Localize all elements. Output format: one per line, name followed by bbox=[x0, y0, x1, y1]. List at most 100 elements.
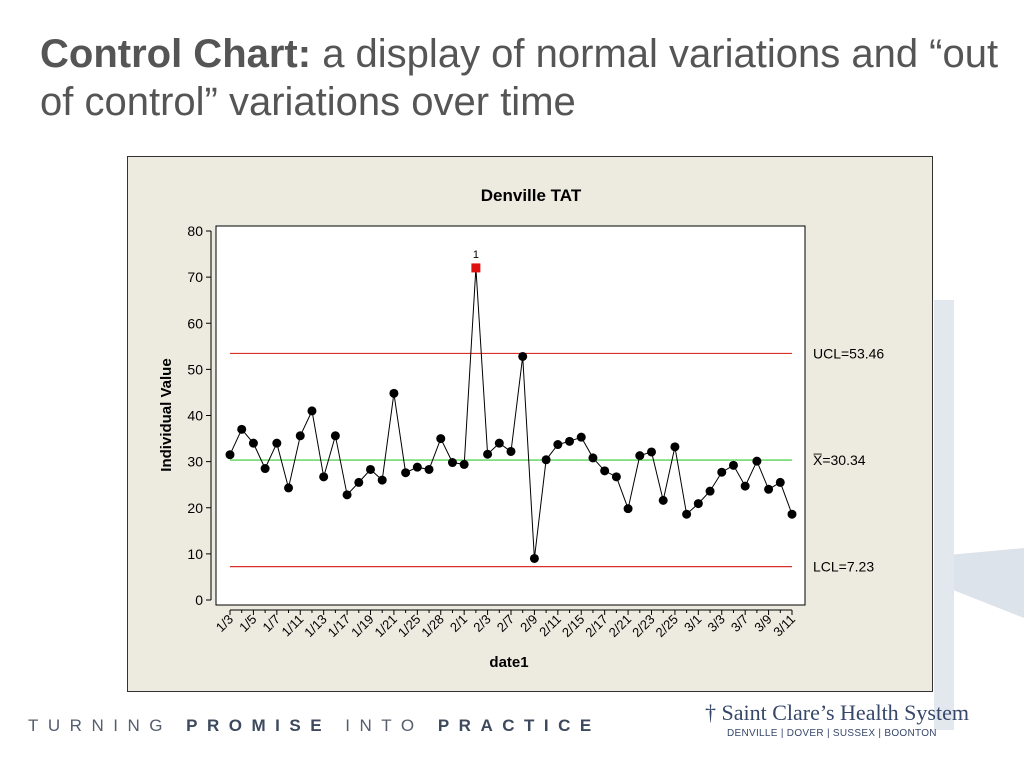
data-point bbox=[307, 406, 317, 416]
x-tick-label: 1/3 bbox=[213, 612, 236, 635]
out-of-control-label: 1 bbox=[473, 249, 479, 261]
x-axis-label: date1 bbox=[489, 654, 528, 671]
data-point bbox=[787, 509, 797, 519]
data-point bbox=[717, 467, 727, 477]
data-point bbox=[494, 438, 504, 448]
data-point bbox=[354, 477, 364, 487]
y-tick-label: 80 bbox=[187, 223, 203, 239]
x-tick-label: 2/23 bbox=[629, 612, 658, 641]
y-tick-label: 70 bbox=[187, 269, 203, 285]
x-tick-label: 2/9 bbox=[517, 612, 540, 635]
y-tick-label: 0 bbox=[195, 592, 203, 608]
data-point bbox=[424, 464, 434, 474]
data-point bbox=[248, 438, 258, 448]
data-point bbox=[225, 450, 235, 460]
limit-label-mean: X̅=30.34 bbox=[813, 452, 866, 468]
data-point bbox=[728, 460, 738, 470]
data-point bbox=[529, 553, 539, 563]
x-tick-label: 2/11 bbox=[536, 612, 564, 640]
x-tick-label: 2/17 bbox=[582, 612, 611, 641]
data-point bbox=[693, 499, 703, 509]
plot-area bbox=[215, 225, 806, 606]
control-limit-lines: UCL=53.46 X̅=30.34 LCL=7.23 bbox=[230, 345, 884, 575]
data-point bbox=[565, 436, 575, 446]
y-tick-label: 50 bbox=[187, 361, 203, 377]
data-point bbox=[447, 458, 457, 468]
data-point bbox=[389, 388, 399, 398]
title-rest-text: a display of normal variations and “out … bbox=[40, 32, 999, 124]
x-tick-label: 1/19 bbox=[348, 612, 377, 641]
data-point bbox=[284, 483, 294, 493]
x-tick-label: 3/3 bbox=[704, 612, 727, 635]
data-point bbox=[647, 447, 656, 457]
data-point bbox=[670, 442, 680, 452]
logo-locations: DENVILLE | DOVER | SUSSEX | BOONTON bbox=[727, 728, 937, 739]
data-point bbox=[705, 486, 715, 496]
data-point bbox=[260, 464, 270, 474]
x-tick-label: 1/21 bbox=[372, 612, 401, 641]
data-point bbox=[541, 455, 551, 465]
data-point bbox=[553, 440, 563, 450]
data-point bbox=[342, 490, 352, 500]
y-axis-label: Individual Value bbox=[158, 358, 175, 471]
x-tick-label: 1/11 bbox=[279, 612, 307, 640]
x-tick-label: 2/1 bbox=[447, 612, 470, 635]
limit-label-lcl: LCL=7.23 bbox=[813, 559, 874, 575]
data-point bbox=[412, 462, 422, 472]
data-point bbox=[506, 446, 516, 456]
x-tick-label: 3/9 bbox=[751, 612, 774, 635]
x-tick-label: 1/28 bbox=[418, 612, 447, 641]
y-tick-label: 40 bbox=[187, 408, 203, 424]
slide-title: Control Chart: a display of normal varia… bbox=[40, 30, 1000, 126]
data-point bbox=[600, 466, 610, 476]
health-system-logo: † Saint Clare’s Health System DENVILLE |… bbox=[705, 700, 1015, 739]
data-point bbox=[635, 451, 645, 461]
data-series: 1 bbox=[225, 249, 797, 563]
x-tick-label: 2/21 bbox=[606, 612, 635, 641]
x-tick-label: 3/11 bbox=[770, 612, 798, 640]
x-tick-label: 1/5 bbox=[236, 612, 259, 635]
data-point bbox=[775, 477, 785, 487]
out-of-control-point bbox=[471, 263, 481, 273]
tagline-part-1: TURNING bbox=[28, 716, 187, 735]
x-tick-label: 1/17 bbox=[325, 612, 354, 641]
tagline-part-3: INTO bbox=[331, 716, 438, 735]
data-point bbox=[272, 438, 282, 448]
data-point bbox=[682, 509, 692, 519]
x-tick-label: 2/15 bbox=[559, 612, 588, 641]
y-tick-label: 20 bbox=[187, 500, 203, 516]
data-point bbox=[740, 481, 750, 491]
x-tick-label: 3/1 bbox=[681, 612, 704, 635]
x-tick-label: 2/7 bbox=[494, 612, 517, 635]
data-point bbox=[518, 351, 528, 361]
x-tick-label: 1/13 bbox=[301, 612, 330, 641]
x-tick-label: 2/3 bbox=[470, 612, 493, 635]
logo-name: † Saint Clare’s Health System bbox=[705, 700, 969, 725]
data-point bbox=[611, 472, 621, 482]
chart-title: Denville TAT bbox=[481, 186, 582, 205]
x-tick-label: 1/25 bbox=[395, 612, 424, 641]
data-point bbox=[366, 464, 375, 474]
y-tick-label: 10 bbox=[187, 546, 203, 562]
x-tick-label: 1/7 bbox=[260, 612, 283, 635]
data-point bbox=[658, 495, 668, 505]
x-tick-label: 2/25 bbox=[653, 612, 682, 641]
data-point bbox=[459, 459, 469, 469]
y-tick-label: 30 bbox=[187, 454, 203, 470]
data-point bbox=[401, 468, 411, 478]
data-point bbox=[576, 432, 586, 442]
tagline-part-2: PROMISE bbox=[186, 716, 332, 735]
data-point bbox=[623, 504, 633, 514]
data-point bbox=[295, 431, 305, 441]
x-axis: 1/3 1/5 1/71/111/131/171/191/211/251/28 2/1… bbox=[213, 609, 798, 641]
y-tick-label: 60 bbox=[187, 315, 203, 331]
data-point bbox=[764, 484, 774, 494]
data-point bbox=[330, 431, 340, 441]
data-point bbox=[377, 475, 387, 485]
footer-tagline: TURNING PROMISE INTO PRACTICE bbox=[28, 716, 601, 736]
data-point bbox=[483, 449, 493, 459]
x-tick-label: 3/7 bbox=[728, 612, 751, 635]
title-bold-text: Control Chart: bbox=[40, 32, 312, 76]
data-point bbox=[237, 424, 247, 434]
